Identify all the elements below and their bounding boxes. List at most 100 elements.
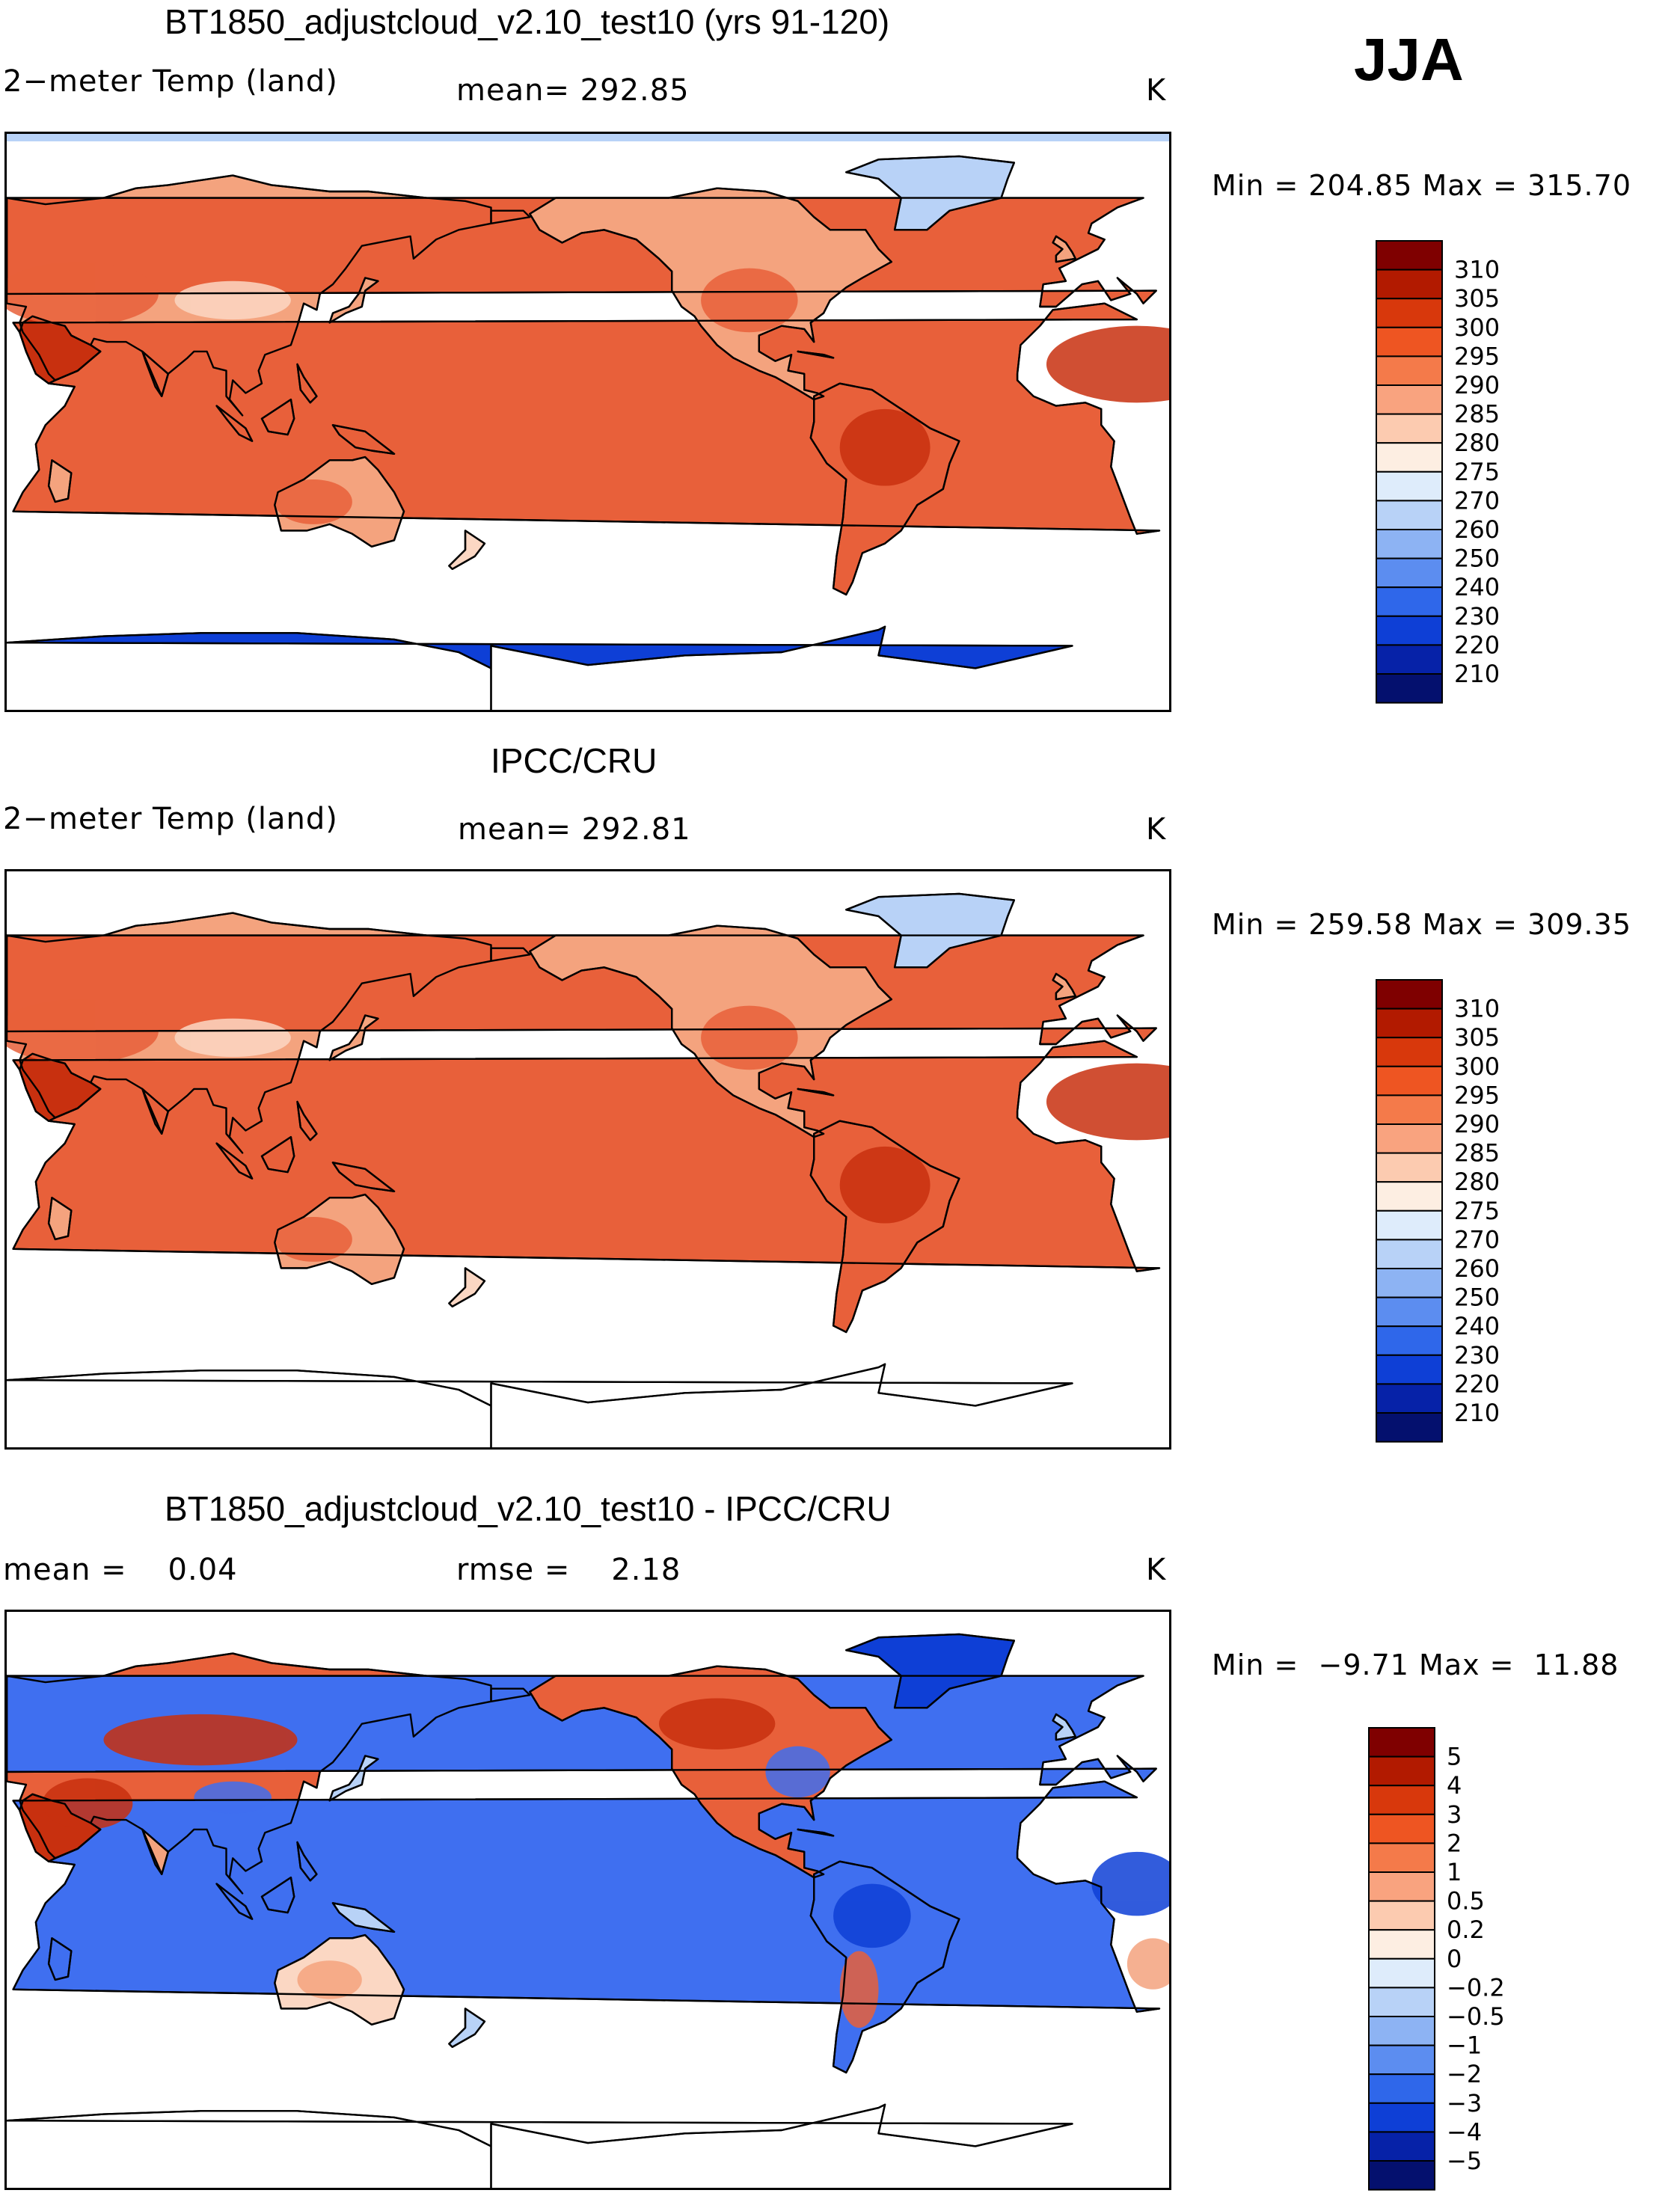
colorbar-swatch xyxy=(1376,1209,1443,1241)
shading-patch xyxy=(297,1960,362,1999)
colorbar-tick-label: 3 xyxy=(1447,1800,1462,1829)
coastline xyxy=(845,1633,1015,1709)
colorbar-tick-label: 250 xyxy=(1454,1284,1500,1312)
colorbar-tick-label: 270 xyxy=(1454,1225,1500,1254)
landmass-antarctica xyxy=(7,1363,1073,1447)
coastline xyxy=(141,350,169,397)
coastline xyxy=(260,398,295,436)
colorbar-swatch xyxy=(1368,1900,1435,1931)
colorbar-tick-label: 295 xyxy=(1454,342,1500,370)
coastline xyxy=(19,1052,102,1122)
landmass-antarctica xyxy=(7,625,1073,710)
colorbar-swatch xyxy=(1376,1268,1443,1298)
colorbar-tick-label: −4 xyxy=(1447,2117,1482,2146)
colorbar-swatch xyxy=(1376,500,1443,530)
coastline xyxy=(215,1883,254,1920)
colorbar-tick-label: 1 xyxy=(1447,1858,1462,1886)
coastline xyxy=(7,934,1157,1046)
colorbar-tick-label: 305 xyxy=(1454,284,1500,313)
colorbar-tick-label: 305 xyxy=(1454,1023,1500,1052)
colorbar-swatch xyxy=(1368,1871,1435,1902)
colorbar-tick-label: 240 xyxy=(1454,1312,1500,1340)
shading-patch xyxy=(1046,325,1169,403)
coastline xyxy=(296,1100,318,1141)
panel-units-label: K xyxy=(1146,73,1167,108)
colorbar-swatch xyxy=(1376,979,1443,1010)
colorbar-swatch xyxy=(1376,1412,1443,1443)
colorbar-swatch xyxy=(1376,298,1443,328)
coastline xyxy=(47,1197,73,1241)
colorbar-swatch xyxy=(1376,470,1443,502)
colorbar-swatch xyxy=(1376,442,1443,473)
colorbar-swatch xyxy=(1376,1325,1443,1356)
arctic-band xyxy=(7,134,1169,141)
coastline xyxy=(1052,1713,1076,1741)
colorbar-tick-label: 280 xyxy=(1454,429,1500,457)
coastline xyxy=(47,459,73,503)
colorbar-swatch xyxy=(1376,1239,1443,1269)
coastline xyxy=(797,350,835,359)
season-label: JJA xyxy=(1354,26,1464,93)
coastline xyxy=(19,1793,102,1862)
panel-title: BT1850_adjustcloud_v2.10_test10 (yrs 91-… xyxy=(165,2,890,41)
coastline xyxy=(809,1860,960,2074)
colorbar-diff: 5 4 3 2 1 0.5 0.2 0 −0.2 −0.5 −1 −2 −3 −4 −5 xyxy=(1367,1727,1562,2192)
colorbar-tick-label: 285 xyxy=(1454,1139,1500,1168)
coastline xyxy=(529,924,892,1138)
coastline xyxy=(448,1267,486,1307)
coastline xyxy=(809,382,960,596)
colorbar-tick-label: 290 xyxy=(1454,1110,1500,1138)
coastline xyxy=(274,1933,405,2025)
coastline xyxy=(7,2103,1073,2188)
colorbar-swatch xyxy=(1368,2160,1435,2191)
colorbar-tick-label: 210 xyxy=(1454,660,1500,688)
colorbar-swatch xyxy=(1376,586,1443,617)
coastline xyxy=(12,302,1161,535)
colorbar-tick-label: 275 xyxy=(1454,458,1500,486)
shading-patch xyxy=(1126,1938,1169,1990)
coastline xyxy=(296,363,318,404)
landmass-antarctica xyxy=(7,2103,1073,2188)
coastline xyxy=(1052,235,1076,263)
shading-patch xyxy=(701,268,798,333)
colorbar-tick-label: 5 xyxy=(1447,1743,1462,1771)
colorbar-tick-label: −1 xyxy=(1447,2031,1482,2060)
coastline xyxy=(331,424,396,455)
coastline xyxy=(141,1088,169,1135)
panel-variable-label: 2−meter Temp (land) xyxy=(3,64,338,99)
coastline xyxy=(274,456,405,548)
colorbar-tick-label: 295 xyxy=(1454,1081,1500,1109)
colorbar-swatch xyxy=(1376,1008,1443,1039)
colorbar-tick-label: 0.2 xyxy=(1447,1916,1485,1944)
map-obs xyxy=(4,869,1171,1450)
colorbar-tick-label: 260 xyxy=(1454,515,1500,544)
colorbar-swatch xyxy=(1376,355,1443,386)
coastline xyxy=(490,947,531,962)
shading-patch xyxy=(1046,1063,1169,1141)
panel-rmse-label: rmse = 2.18 xyxy=(456,1553,681,1587)
panel-range-label: Min = −9.71 Max = 11.88 xyxy=(1212,1649,1619,1681)
coastline xyxy=(529,187,892,401)
colorbar-tick-label: 240 xyxy=(1454,573,1500,601)
coastline xyxy=(797,1828,835,1837)
colorbar-tick-label: 230 xyxy=(1454,1341,1500,1370)
shading-patch xyxy=(833,1883,911,1948)
shading-patch xyxy=(1091,1851,1169,1916)
coastline xyxy=(19,315,102,384)
panel-title: IPCC/CRU xyxy=(491,741,657,780)
coastline xyxy=(215,405,254,442)
coastline xyxy=(845,892,1015,969)
colorbar-tick-label: −5 xyxy=(1447,2147,1482,2175)
shading-patch xyxy=(174,1018,291,1058)
colorbar-tick-label: 300 xyxy=(1454,313,1500,342)
shading-patch xyxy=(174,280,291,320)
colorbar-swatch xyxy=(1368,1727,1435,1758)
panel-mean-label: mean = 0.04 xyxy=(3,1553,238,1587)
colorbar-tick-label: −0.5 xyxy=(1447,2002,1505,2031)
coastline xyxy=(7,625,1073,710)
shading-patch xyxy=(194,1781,272,1814)
colorbar-swatch xyxy=(1368,1929,1435,1960)
colorbar-tick-label: 210 xyxy=(1454,1399,1500,1427)
coastline xyxy=(7,197,1157,308)
coastline xyxy=(12,1780,1161,2013)
